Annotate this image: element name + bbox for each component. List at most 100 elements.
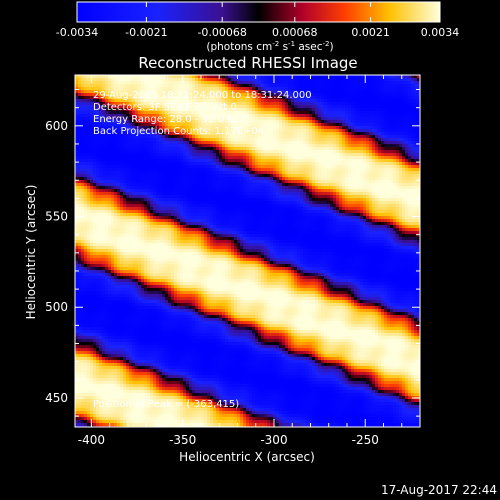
heatmap-cell [87, 384, 91, 388]
heatmap-cell [195, 243, 199, 247]
heatmap-cell [120, 192, 124, 196]
heatmap-cell [123, 288, 127, 292]
heatmap-cell [150, 261, 154, 265]
heatmap-cell [105, 267, 109, 271]
heatmap-cell [183, 93, 187, 97]
heatmap-cell [159, 186, 163, 190]
heatmap-cell [75, 315, 79, 319]
heatmap-cell [156, 81, 160, 85]
heatmap-cell [150, 369, 154, 373]
heatmap-cell [123, 84, 127, 88]
heatmap-cell [159, 159, 163, 163]
heatmap-cell [114, 378, 118, 382]
heatmap-cell [189, 258, 193, 262]
heatmap-cell [177, 129, 181, 133]
heatmap-cell [84, 186, 88, 190]
heatmap-cell [171, 246, 175, 250]
heatmap-cell [189, 312, 193, 316]
heatmap-cell [141, 111, 145, 115]
heatmap-cell [171, 408, 175, 412]
heatmap-cell [180, 303, 184, 307]
heatmap-cell [180, 381, 184, 385]
heatmap-cell [198, 210, 202, 214]
heatmap-cell [93, 333, 97, 337]
heatmap-cell [195, 84, 199, 88]
heatmap-cell [108, 399, 112, 403]
heatmap-cell [174, 318, 178, 322]
heatmap-cell [87, 195, 91, 199]
heatmap-cell [117, 300, 121, 304]
heatmap-cell [135, 267, 139, 271]
heatmap-cell [132, 240, 136, 244]
heatmap-cell [183, 180, 187, 184]
heatmap-cell [84, 201, 88, 205]
heatmap-cell [195, 102, 199, 106]
heatmap-cell [174, 387, 178, 391]
heatmap-cell [189, 210, 193, 214]
heatmap-cell [96, 330, 100, 334]
heatmap-cell [120, 129, 124, 133]
heatmap-cell [168, 150, 172, 154]
heatmap-cell [141, 288, 145, 292]
heatmap-cell [123, 240, 127, 244]
heatmap-cell [147, 279, 151, 283]
heatmap-cell [147, 309, 151, 313]
heatmap-cell [168, 378, 172, 382]
heatmap-cell [135, 180, 139, 184]
heatmap-cell [192, 285, 196, 289]
heatmap-cell [138, 402, 142, 406]
heatmap-cell [144, 375, 148, 379]
heatmap-cell [141, 99, 145, 103]
heatmap-cell [132, 381, 136, 385]
heatmap-cell [189, 285, 193, 289]
heatmap-cell [144, 327, 148, 331]
heatmap-cell [159, 414, 163, 418]
heatmap-cell [123, 96, 127, 100]
heatmap-cell [102, 183, 106, 187]
heatmap-cell [129, 111, 133, 115]
heatmap-cell [165, 111, 169, 115]
heatmap-cell [99, 165, 103, 169]
heatmap-cell [126, 384, 130, 388]
heatmap-cell [93, 195, 97, 199]
heatmap-cell [108, 294, 112, 298]
heatmap-cell [165, 279, 169, 283]
heatmap-cell [195, 78, 199, 82]
heatmap-cell [156, 228, 160, 232]
heatmap-cell [153, 135, 157, 139]
heatmap-cell [180, 111, 184, 115]
heatmap-cell [102, 102, 106, 106]
heatmap-cell [183, 114, 187, 118]
heatmap-cell [81, 273, 85, 277]
heatmap-cell [186, 321, 190, 325]
heatmap-cell [114, 114, 118, 118]
heatmap-cell [156, 204, 160, 208]
heatmap-cell [147, 276, 151, 280]
heatmap-cell [147, 336, 151, 340]
heatmap-cell [90, 267, 94, 271]
heatmap-cell [93, 264, 97, 268]
heatmap-cell [186, 90, 190, 94]
heatmap-cell [75, 351, 79, 355]
heatmap-cell [171, 225, 175, 229]
heatmap-cell [192, 354, 196, 358]
heatmap-cell [165, 96, 169, 100]
heatmap-cell [171, 387, 175, 391]
heatmap-cell [180, 390, 184, 394]
heatmap-cell [120, 78, 124, 82]
heatmap-cell [168, 180, 172, 184]
heatmap-cell [132, 339, 136, 343]
heatmap-cell [189, 165, 193, 169]
heatmap-cell [96, 141, 100, 145]
heatmap-cell [177, 150, 181, 154]
heatmap-cell [147, 330, 151, 334]
heatmap-cell [126, 381, 130, 385]
heatmap-cell [144, 351, 148, 355]
heatmap-cell [78, 75, 82, 79]
heatmap-cell [132, 285, 136, 289]
heatmap-cell [168, 279, 172, 283]
heatmap-cell [117, 312, 121, 316]
heatmap-cell [114, 129, 118, 133]
heatmap-cell [96, 402, 100, 406]
heatmap-cell [96, 231, 100, 235]
